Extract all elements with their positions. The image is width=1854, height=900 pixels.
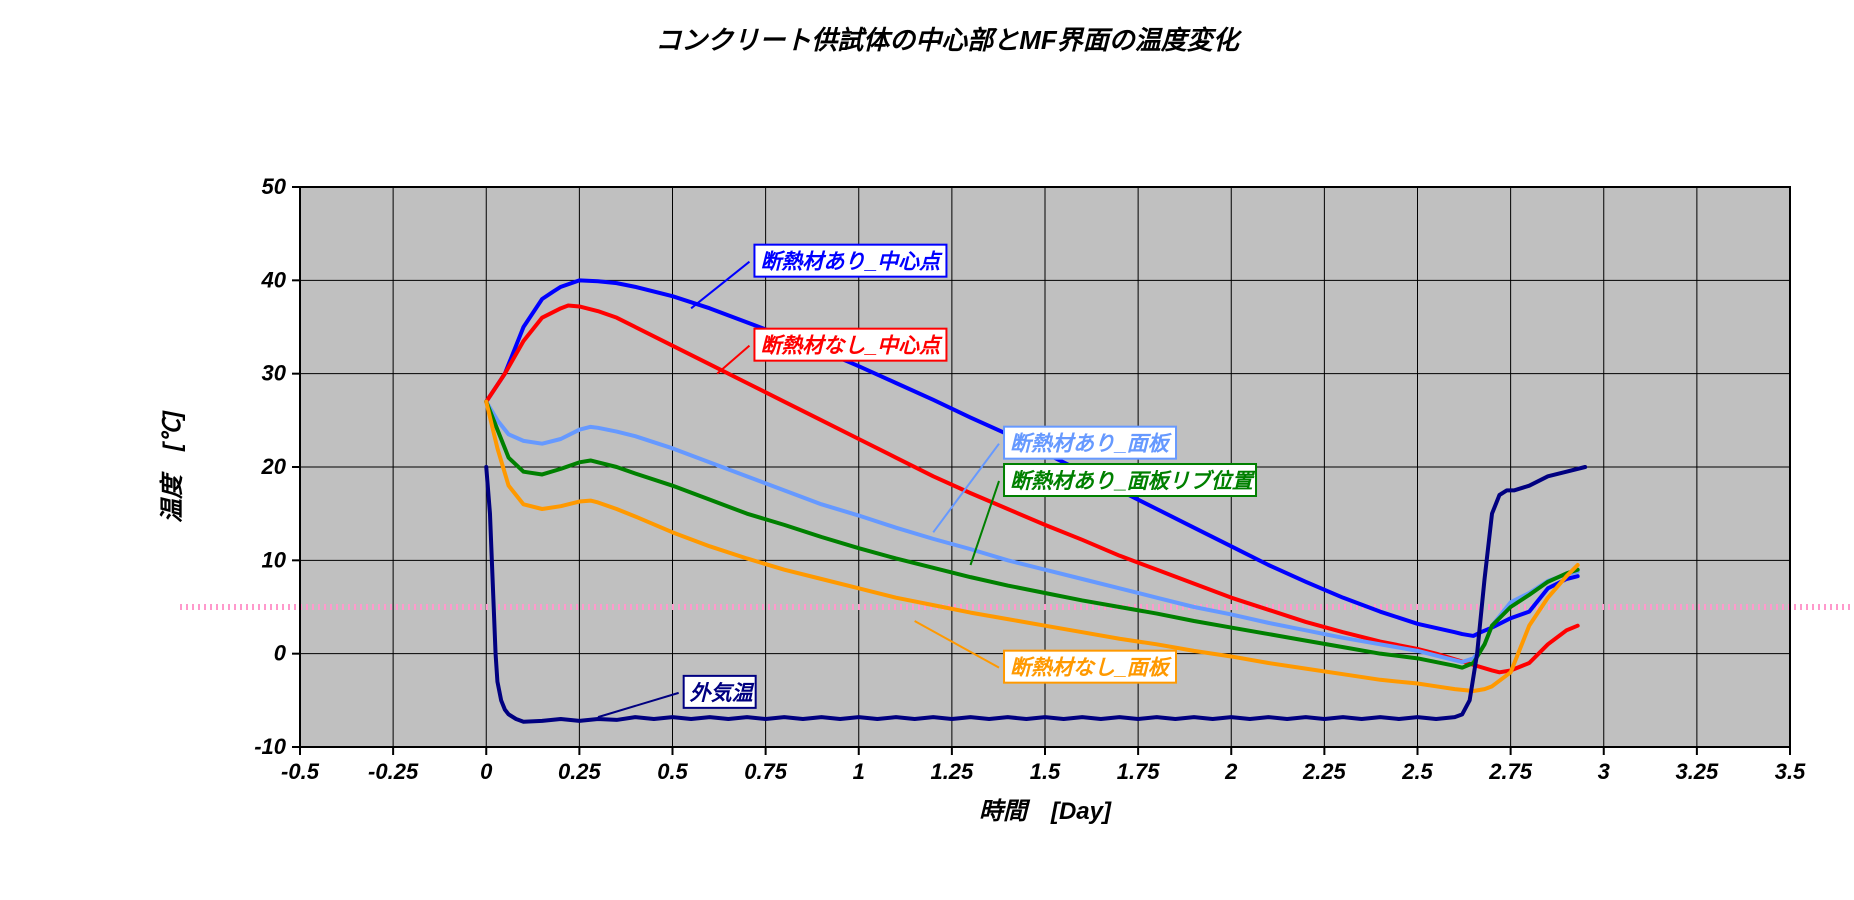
label-ambient: 外気温 bbox=[690, 681, 755, 705]
label-insulated_face_rib: 断熱材あり_面板リブ位置 bbox=[1010, 469, 1256, 493]
y-tick-label: 50 bbox=[262, 174, 287, 199]
chart-title: コンクリート供試体の中心部とMF界面の温度変化 bbox=[20, 20, 1854, 57]
x-tick-label: 1.75 bbox=[1117, 759, 1161, 784]
x-tick-label: 0.75 bbox=[744, 759, 788, 784]
x-tick-label: 1.5 bbox=[1030, 759, 1061, 784]
x-tick-label: 3.5 bbox=[1775, 759, 1806, 784]
y-tick-label: 20 bbox=[261, 454, 287, 479]
x-tick-label: 2 bbox=[1224, 759, 1238, 784]
x-tick-label: 3 bbox=[1598, 759, 1610, 784]
label-no_insulation_face: 断熱材なし_面板 bbox=[1010, 656, 1173, 680]
label-insulated_face: 断熱材あり_面板 bbox=[1010, 432, 1173, 456]
y-tick-label: 30 bbox=[262, 361, 287, 386]
y-tick-label: 0 bbox=[274, 641, 287, 666]
x-tick-label: 1 bbox=[853, 759, 865, 784]
y-tick-label: -10 bbox=[254, 734, 287, 759]
x-tick-label: -0.5 bbox=[281, 759, 320, 784]
chart-container: コンクリート供試体の中心部とMF界面の温度変化 -0.5 -0.25 0 0.25 0.… bbox=[20, 20, 1854, 880]
label-insulated_center: 断熱材あり_中心点 bbox=[760, 250, 943, 274]
x-tick-label: 0 bbox=[480, 759, 493, 784]
x-tick-label: 3.25 bbox=[1675, 759, 1719, 784]
x-tick-label: 0.5 bbox=[657, 759, 688, 784]
y-axis-label: 温度 [℃] bbox=[159, 410, 186, 523]
x-tick-label: 2.25 bbox=[1302, 759, 1347, 784]
x-tick-label: -0.25 bbox=[368, 759, 419, 784]
y-tick-label: 10 bbox=[262, 547, 287, 572]
chart-svg: -0.5 -0.25 0 0.25 0.5 0.75 1 1.25 1.5 1.75 2 2.25 2.… bbox=[20, 67, 1854, 867]
x-axis-label: 時間 [Day] bbox=[979, 798, 1112, 825]
label-no_insulation_center: 断熱材なし_中心点 bbox=[760, 334, 943, 358]
x-tick-label: 2.5 bbox=[1401, 759, 1433, 784]
y-tick-label: 40 bbox=[261, 267, 287, 292]
x-tick-label: 1.25 bbox=[930, 759, 974, 784]
x-tick-label: 2.75 bbox=[1488, 759, 1533, 784]
x-tick-label: 0.25 bbox=[558, 759, 602, 784]
